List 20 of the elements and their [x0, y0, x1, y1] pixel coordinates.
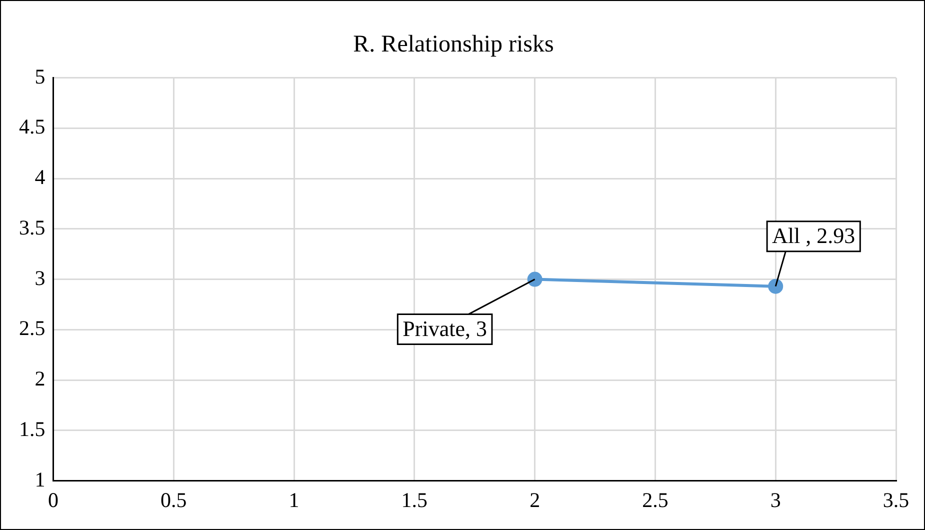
y-tick-label: 2: [34, 366, 46, 391]
x-tick-label: 1.5: [401, 488, 428, 512]
x-tick-label: 0.5: [160, 488, 187, 512]
chart-title: R. Relationship risks: [353, 32, 554, 58]
x-tick-label: 3.5: [882, 488, 910, 512]
x-tick-label: 3: [770, 488, 781, 512]
annotation: Private, 3: [402, 316, 487, 342]
y-tick-label: 3: [34, 266, 46, 290]
x-tick-label: 2: [530, 488, 540, 512]
annotation: All , 2.93: [772, 223, 856, 248]
x-tick-label: 1: [288, 488, 300, 512]
x-tick-label: 2.5: [642, 488, 668, 512]
y-tick-label: 2.5: [19, 316, 46, 340]
y-tick-label: 1: [34, 467, 46, 492]
y-tick-label: 5: [34, 64, 46, 88]
y-tick-label: 4.5: [19, 114, 46, 139]
y-tick-label: 3.5: [19, 215, 46, 240]
y-tick-label: 1.5: [19, 416, 46, 441]
x-tick-label: 0: [48, 488, 58, 512]
y-tick-label: 4: [34, 165, 46, 190]
